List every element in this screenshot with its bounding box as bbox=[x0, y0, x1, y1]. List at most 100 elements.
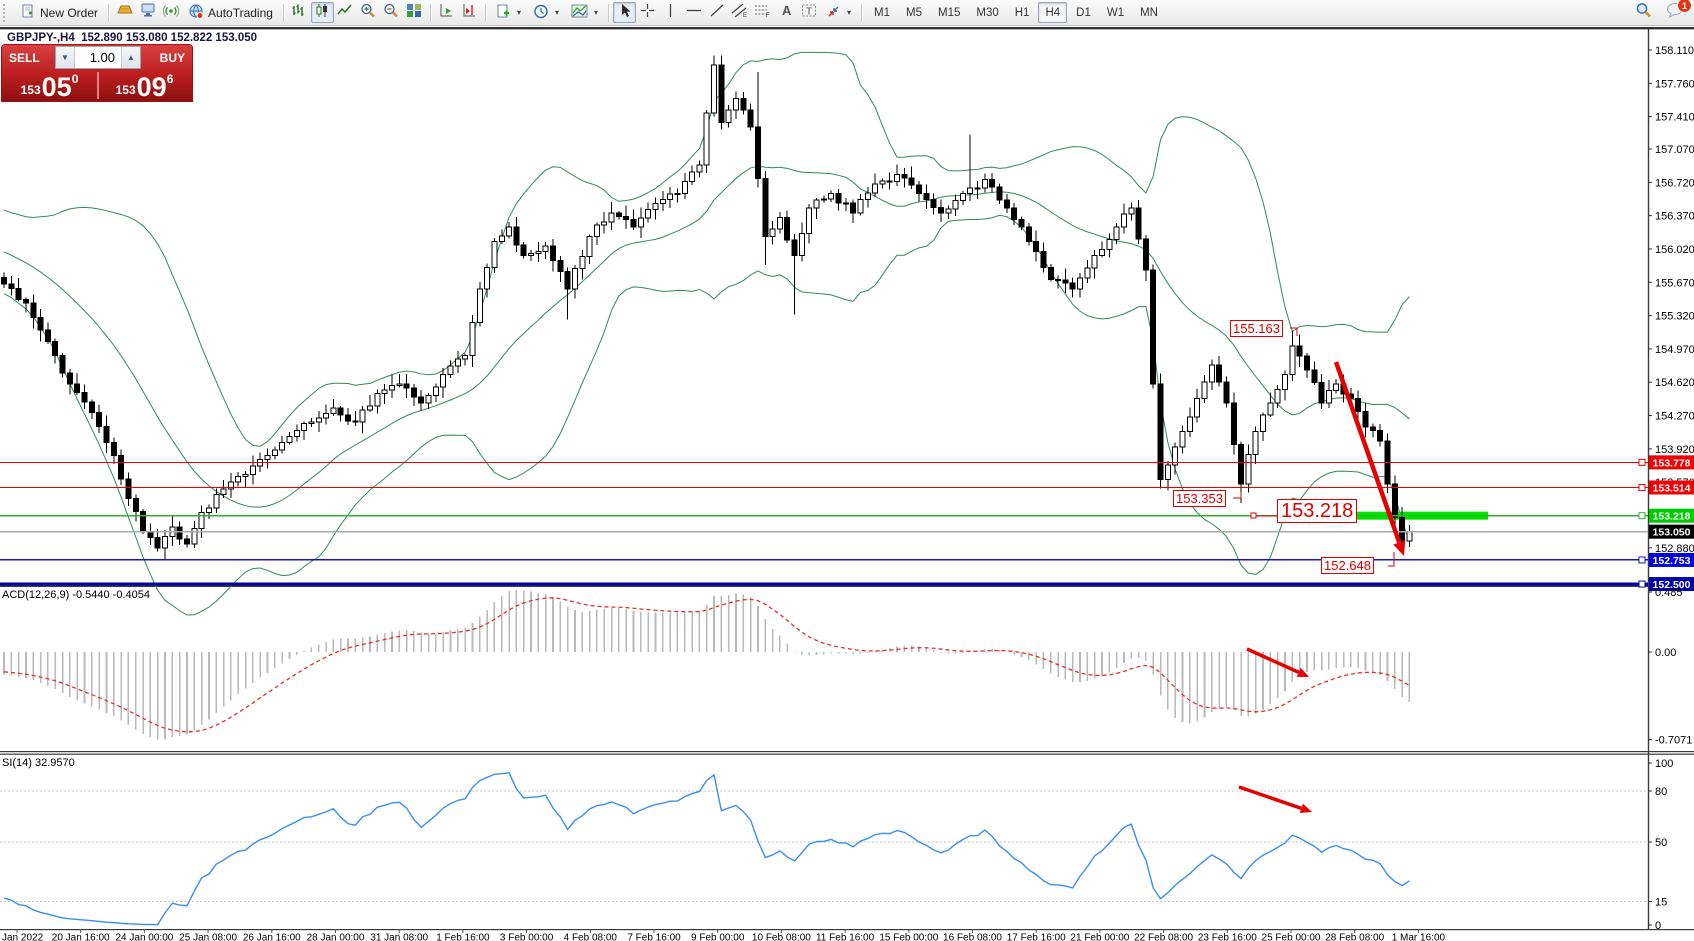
buy-button[interactable]: BUY bbox=[159, 50, 185, 65]
new-chart-button[interactable]: ▾ bbox=[490, 2, 527, 23]
new-order-button[interactable]: New Order bbox=[15, 2, 104, 23]
text-tool-button[interactable]: A bbox=[774, 2, 797, 23]
trendline-tool-button[interactable] bbox=[705, 2, 728, 23]
rsi-scale-label: 80 bbox=[1655, 786, 1667, 798]
candlestick-chart-button[interactable] bbox=[310, 2, 334, 23]
time-axis-label: 23 Feb 16:00 bbox=[1198, 933, 1257, 941]
tab-timeframe-D1[interactable]: D1 bbox=[1076, 6, 1091, 19]
line-end-marker bbox=[1638, 512, 1646, 520]
line-end-marker bbox=[1638, 556, 1646, 564]
time-axis-label: 10 Feb 08:00 bbox=[752, 933, 811, 941]
candlestick-icon bbox=[314, 3, 330, 23]
price-tick-label: 153.920 bbox=[1655, 444, 1694, 456]
volume-decrease-button[interactable]: ▼ bbox=[56, 47, 75, 68]
volume-increase-button[interactable]: ▲ bbox=[121, 47, 140, 68]
periods-button[interactable]: ▾ bbox=[527, 2, 565, 23]
price-badge-label: 152.500 bbox=[1653, 579, 1691, 591]
tab-timeframe-W1[interactable]: W1 bbox=[1106, 6, 1125, 19]
sell-price[interactable]: 153 05 0 bbox=[2, 70, 97, 101]
toolbar: New Order AutoTrading ▾ ▾ ▾ E F A T ▾ M1… bbox=[0, 0, 1694, 26]
arrows-tool-button[interactable]: ▾ bbox=[820, 2, 857, 23]
tile-windows-button[interactable] bbox=[403, 2, 426, 23]
buy-price-base: 153 bbox=[115, 83, 136, 97]
price-tick-label: 154.620 bbox=[1655, 377, 1694, 389]
trend-arrow-head bbox=[1296, 667, 1309, 677]
clock-icon bbox=[533, 4, 549, 22]
buy-price[interactable]: 153 09 6 bbox=[97, 70, 192, 101]
sell-price-point: 0 bbox=[71, 72, 79, 86]
tab-timeframe-M1[interactable]: M1 bbox=[874, 6, 890, 19]
time-axis-label: 20 Jan 16:00 bbox=[52, 933, 110, 941]
callout-connector bbox=[1290, 327, 1298, 336]
signal-icon bbox=[162, 3, 179, 22]
fibonacci-tool-button[interactable]: F bbox=[751, 2, 774, 23]
trend-arrow[interactable] bbox=[1238, 785, 1302, 811]
bar-chart-button[interactable] bbox=[288, 2, 311, 23]
terminal-icon bbox=[140, 3, 156, 22]
gold-bar-icon bbox=[116, 3, 133, 22]
signals-button[interactable] bbox=[159, 2, 182, 23]
price-badge-label: 153.514 bbox=[1653, 483, 1691, 495]
toolbar-grip[interactable] bbox=[3, 3, 12, 22]
autotrading-button[interactable]: AutoTrading bbox=[182, 2, 279, 23]
tab-timeframe-M15[interactable]: M15 bbox=[937, 6, 961, 19]
trendline-icon bbox=[709, 3, 725, 23]
price-badge bbox=[1649, 524, 1694, 539]
volume-input[interactable]: 1.00 bbox=[89, 50, 115, 65]
tab-timeframe-H1[interactable]: H1 bbox=[1014, 6, 1030, 19]
tab-timeframe-M5[interactable]: M5 bbox=[906, 6, 922, 19]
rsi-scale-label: 0 bbox=[1655, 920, 1661, 932]
price-tick-label: 156.720 bbox=[1655, 177, 1694, 189]
price-badge bbox=[1649, 552, 1694, 567]
line-end-marker bbox=[1638, 580, 1646, 588]
line-end-marker bbox=[1638, 484, 1646, 492]
crosshair-tool-button[interactable] bbox=[636, 2, 659, 23]
price-callout-target[interactable]: 152.648 bbox=[1321, 557, 1374, 574]
chart-shift-button[interactable] bbox=[458, 2, 481, 23]
templates-button[interactable]: ▾ bbox=[565, 2, 604, 23]
new-order-label: New Order bbox=[40, 5, 99, 20]
vertical-line-tool-button[interactable] bbox=[659, 2, 682, 23]
callout-connector bbox=[1233, 492, 1242, 499]
price-callout-low[interactable]: 153.353 bbox=[1173, 490, 1226, 507]
auto-scroll-icon bbox=[438, 3, 454, 23]
zoom-out-button[interactable] bbox=[380, 2, 403, 23]
time-axis-label: 16 Feb 08:00 bbox=[943, 933, 1002, 941]
equidistant-channel-icon: E bbox=[731, 3, 748, 23]
channel-tool-button[interactable]: E bbox=[728, 2, 751, 23]
time-axis-label: 31 Jan 08:00 bbox=[370, 933, 428, 941]
trend-arrow-head bbox=[1393, 540, 1406, 556]
trend-arrow[interactable] bbox=[1246, 647, 1300, 674]
sell-button[interactable]: SELL bbox=[9, 50, 40, 65]
rsi-scale-label: 15 bbox=[1655, 897, 1667, 909]
cursor-tool-button[interactable] bbox=[613, 2, 636, 23]
trend-arrow-head bbox=[1299, 803, 1312, 814]
price-callout-high[interactable]: 155.163 bbox=[1230, 320, 1283, 337]
bollinger-band-line bbox=[3, 165, 1410, 508]
tab-timeframe-H4[interactable]: H4 bbox=[1038, 2, 1068, 23]
text-label-tool-button[interactable]: T bbox=[797, 2, 820, 23]
rsi-indicator-label: SI(14) 32.9570 bbox=[2, 757, 75, 769]
horizontal-line-icon bbox=[686, 3, 702, 23]
horizontal-line-tool-button[interactable] bbox=[682, 2, 705, 23]
line-chart-button[interactable] bbox=[334, 2, 357, 23]
search-button[interactable] bbox=[1632, 2, 1655, 23]
buy-price-point: 6 bbox=[166, 72, 174, 86]
line-chart-icon bbox=[337, 3, 353, 23]
price-badge bbox=[1649, 508, 1694, 523]
tab-timeframe-MN[interactable]: MN bbox=[1140, 6, 1158, 19]
tab-timeframe-M30[interactable]: M30 bbox=[976, 6, 999, 19]
price-callout-support[interactable]: 153.218 bbox=[1277, 499, 1358, 523]
sell-price-base: 153 bbox=[20, 83, 41, 97]
zoom-in-button[interactable] bbox=[357, 2, 380, 23]
deposit-button[interactable] bbox=[113, 2, 136, 23]
notifications-button[interactable]: 1 bbox=[1663, 0, 1692, 23]
callout-anchor-marker bbox=[1250, 512, 1257, 519]
account-terminal-button[interactable] bbox=[136, 2, 159, 23]
price-tick-label: 155.670 bbox=[1655, 277, 1694, 289]
price-divider bbox=[97, 72, 99, 99]
search-icon bbox=[1635, 2, 1652, 23]
auto-scroll-button[interactable] bbox=[435, 2, 458, 23]
trend-arrow[interactable] bbox=[1333, 361, 1402, 544]
